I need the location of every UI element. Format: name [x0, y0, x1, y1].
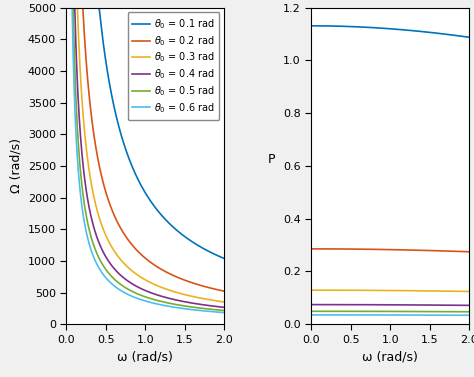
- Y-axis label: Ω (rad/s): Ω (rad/s): [9, 138, 22, 193]
- X-axis label: ω (rad/s): ω (rad/s): [362, 350, 418, 363]
- X-axis label: ω (rad/s): ω (rad/s): [118, 350, 173, 363]
- Y-axis label: P: P: [268, 153, 276, 166]
- Legend: $\theta_0$ = 0.1 rad, $\theta_0$ = 0.2 rad, $\theta_0$ = 0.3 rad, $\theta_0$ = 0: $\theta_0$ = 0.1 rad, $\theta_0$ = 0.2 r…: [128, 12, 219, 120]
